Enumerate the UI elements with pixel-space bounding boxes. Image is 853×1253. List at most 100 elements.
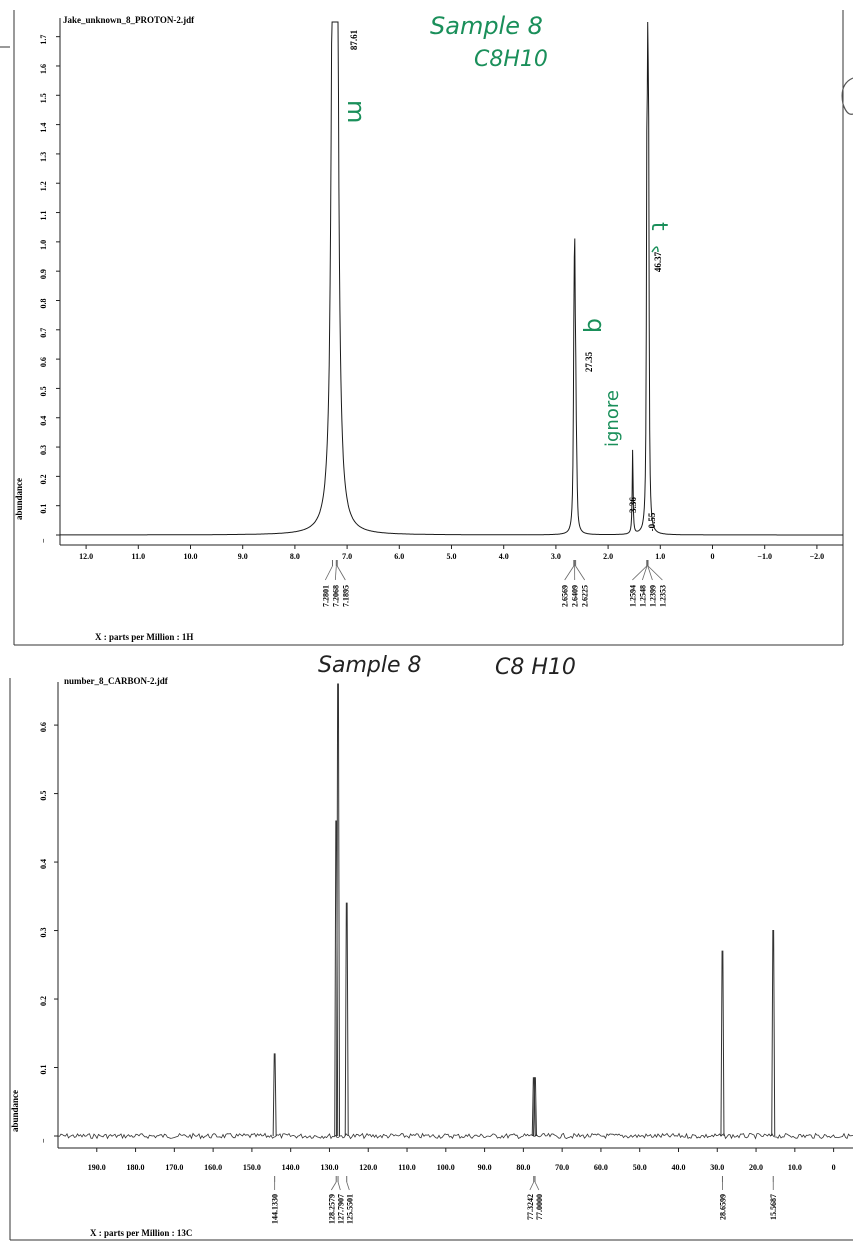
carbon-x-tick-label: 100.0	[437, 1163, 455, 1172]
proton-x-tick-label: −2.0	[810, 552, 825, 561]
carbon-peak-label: 144.1330	[271, 1194, 280, 1224]
carbon-peak-label: 28.6599	[718, 1194, 727, 1220]
proton-peak-label: 1.2548	[638, 585, 647, 607]
proton-integral-value: 3.36	[628, 497, 638, 513]
carbon-peak-label: 125.5501	[345, 1194, 354, 1224]
proton-y-axis-label: abundance	[14, 478, 24, 520]
carbon-y-tick-label: 0.3	[39, 928, 48, 938]
carbon-y-tick-label: 0.6	[39, 722, 48, 732]
proton-y-tick-label: 1.4	[39, 123, 48, 133]
carbon-spectrum-chart: number_8_CARBON-2.jdf abundance X : part…	[0, 650, 853, 1248]
proton-x-tick-label: 12.0	[79, 552, 93, 561]
proton-x-tick-label: 6.0	[394, 552, 404, 561]
proton-y-tick-label: 0.8	[39, 298, 48, 308]
carbon-x-tick-label: 120.0	[359, 1163, 377, 1172]
carbon-peak-leader	[331, 1182, 336, 1190]
proton-y-tick-label: 0.3	[39, 445, 48, 455]
carbon-peak-leader	[530, 1182, 534, 1190]
carbon-y-tick-label: 0.4	[39, 859, 48, 869]
proton-spectrum-line	[60, 22, 843, 535]
carbon-x-tick-label: 10.0	[788, 1163, 802, 1172]
carbon-peak	[273, 1054, 276, 1136]
carbon-x-tick-label: 30.0	[710, 1163, 724, 1172]
proton-y-tick-label: 0.4	[39, 416, 48, 426]
carbon-x-tick-label: 70.0	[555, 1163, 569, 1172]
proton-y-tick-label: 0.6	[39, 357, 48, 367]
carbon-x-tick-label: 160.0	[204, 1163, 222, 1172]
proton-triplet-annotation: t	[646, 222, 671, 231]
carbon-y-tick-label: 0.1	[39, 1065, 48, 1075]
proton-x-tick-label: 4.0	[499, 552, 509, 561]
proton-y-tick-label: 1.7	[39, 35, 48, 45]
carbon-x-tick-label: 180.0	[127, 1163, 145, 1172]
carbon-peak-label: 15.5687	[769, 1194, 778, 1220]
proton-x-tick-label: 8.0	[290, 552, 300, 561]
carbon-x-tick-label: 140.0	[282, 1163, 300, 1172]
carbon-baseline-noise	[58, 1134, 853, 1139]
proton-integral-value: 87.61	[349, 29, 359, 50]
proton-y-tick-label: 1.1	[39, 211, 48, 221]
proton-y-tick-label: 1.6	[39, 64, 48, 74]
carbon-x-tick-label: 0	[832, 1163, 836, 1172]
proton-peak-label: 1.2594	[628, 585, 637, 607]
proton-spectrum-chart: Jake_unknown_8_PROTON-2.jdf abundance X …	[0, 0, 853, 650]
proton-triplet-bracket	[652, 247, 658, 252]
proton-peak-label: 2.6409	[571, 585, 580, 607]
carbon-peak	[345, 903, 348, 1136]
proton-formula-annotation: C8H10	[474, 47, 548, 72]
proton-x-tick-label: 2.0	[603, 552, 613, 561]
proton-y-tick-label: 0.5	[39, 386, 48, 396]
carbon-y-tick-label: −	[39, 1138, 48, 1143]
carbon-peak-label: 128.2579	[327, 1194, 336, 1224]
proton-integral-value: 46.37	[653, 251, 663, 272]
carbon-x-tick-label: 40.0	[671, 1163, 685, 1172]
carbon-peak	[772, 931, 775, 1136]
proton-x-tick-label: 11.0	[132, 552, 146, 561]
proton-peak-label: 7.2801	[321, 585, 330, 607]
carbon-peak-leader	[347, 1182, 350, 1190]
proton-x-tick-label: 0	[711, 552, 715, 561]
proton-x-tick-label: 9.0	[238, 552, 248, 561]
proton-y-tick-label: 1.5	[39, 93, 48, 103]
carbon-peak-leader	[338, 1182, 340, 1190]
carbon-spectrum-panel: number_8_CARBON-2.jdf abundance X : part…	[0, 650, 853, 1248]
carbon-x-tick-label: 80.0	[516, 1163, 530, 1172]
carbon-x-tick-label: 130.0	[320, 1163, 338, 1172]
carbon-y-axis-label: abundance	[10, 1090, 20, 1132]
carbon-y-tick-label: 0.5	[39, 791, 48, 801]
proton-y-tick-label: 0.7	[39, 328, 48, 338]
carbon-x-tick-label: 170.0	[165, 1163, 183, 1172]
proton-y-tick-label: 1.0	[39, 240, 48, 250]
proton-y-tick-label: 0.1	[39, 504, 48, 514]
proton-peak-leader	[576, 566, 585, 580]
proton-y-tick-label: 0.9	[39, 269, 48, 279]
carbon-x-tick-label: 150.0	[243, 1163, 261, 1172]
carbon-x-tick-label: 50.0	[633, 1163, 647, 1172]
carbon-sample-annotation: Sample 8	[318, 653, 421, 678]
proton-peak-leader	[337, 566, 345, 580]
proton-x-tick-label: 1.0	[655, 552, 665, 561]
carbon-peak-label: 127.7907	[336, 1194, 345, 1224]
carbon-peak-label: 77.0000	[535, 1194, 544, 1220]
carbon-peak-label: 77.3242	[526, 1194, 535, 1220]
carbon-x-tick-label: 20.0	[749, 1163, 763, 1172]
proton-sample-annotation: Sample 8	[430, 12, 543, 40]
carbon-peak	[721, 951, 724, 1136]
proton-x-tick-label: −1.0	[757, 552, 772, 561]
carbon-chart-title: number_8_CARBON-2.jdf	[64, 676, 169, 686]
proton-peak-label: 7.1895	[341, 585, 350, 607]
proton-y-tick-label: 0.2	[39, 474, 48, 484]
proton-y-tick-label: 1.2	[39, 181, 48, 191]
proton-y-tick-label: 1.3	[39, 152, 48, 162]
proton-integral-value: -0.55	[647, 512, 657, 531]
carbon-peak-leader	[535, 1182, 539, 1190]
proton-x-tick-label: 5.0	[447, 552, 457, 561]
proton-ignore-annotation: ignore	[602, 390, 623, 447]
proton-x-tick-label: 3.0	[551, 552, 561, 561]
carbon-x-tick-label: 60.0	[594, 1163, 608, 1172]
proton-peak-label: 2.6225	[581, 585, 590, 607]
carbon-formula-annotation: C8 H10	[495, 655, 576, 680]
carbon-peak	[337, 684, 340, 1136]
proton-y-tick-label: −	[39, 538, 48, 543]
proton-peak-label: 2.6569	[561, 585, 570, 607]
